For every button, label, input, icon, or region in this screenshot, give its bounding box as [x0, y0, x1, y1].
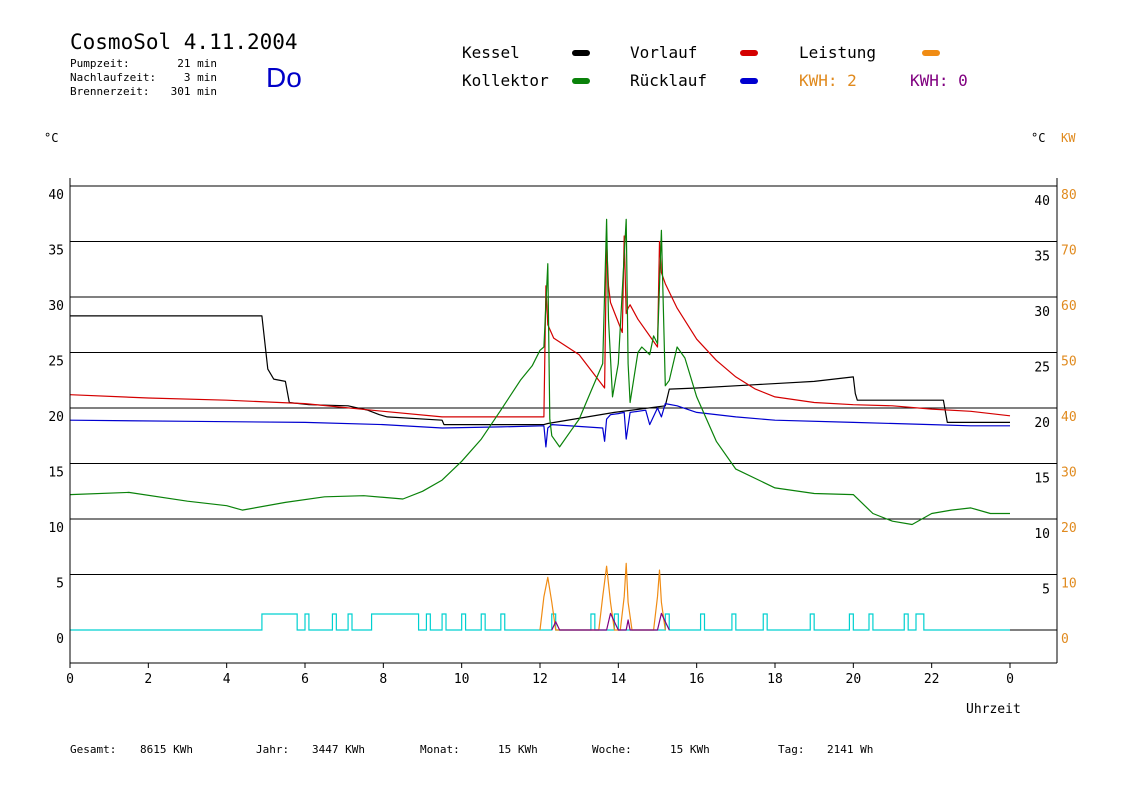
y-tick-label: 15 [48, 466, 64, 481]
footer-gesamt-value: 8615 KWh [140, 743, 193, 756]
info-nachlaufzeit-label: Nachlaufzeit: [70, 71, 157, 84]
series-line-kollektor [69, 218, 1010, 526]
footer-monat-label: Monat: [420, 743, 460, 756]
y-right-tick-label: 30 [1034, 305, 1050, 320]
info-nachlaufzeit-value: 3 min [183, 71, 217, 84]
info-brennerzeit-label: Brennerzeit: [70, 85, 150, 98]
y2-tick-label: 60 [1061, 299, 1077, 314]
x-tick-label: 4 [223, 672, 231, 687]
y2-tick-label: 30 [1061, 466, 1077, 481]
legend-leistung-swatch [922, 50, 940, 56]
series-line-leistung [539, 562, 666, 631]
y2-tick-label: 50 [1061, 355, 1077, 370]
series-layer [69, 218, 1011, 631]
legend-vorlauf-label: Vorlauf [630, 43, 698, 62]
y-right-tick-label: 40 [1034, 194, 1050, 209]
series-line-vorlauf [69, 235, 1011, 418]
left-axis-unit: °C [44, 131, 59, 145]
x-tick-label: 18 [767, 672, 783, 687]
y2-tick-label: 10 [1061, 577, 1077, 592]
tick-labels: 0 2 4 6 8 10 12 14 16 18 20 22 0 0 5 10 15 20 25 30 35 40 5 10 1… [48, 188, 1076, 687]
x-tick-label: 0 [1006, 672, 1014, 687]
x-tick-label: 14 [611, 672, 627, 687]
footer-jahr-label: Jahr: [256, 743, 290, 756]
info-pumpzeit-value: 21 min [177, 57, 217, 70]
y-right-tick-label: 35 [1034, 250, 1050, 265]
x-tick-label: 6 [301, 672, 309, 687]
footer-woche-label: Woche: [592, 743, 632, 756]
legend-kollektor-label: Kollektor [462, 71, 549, 90]
x-tick-label: 0 [66, 672, 74, 687]
footer-tag-label: Tag: [778, 743, 805, 756]
y-right-tick-label: 15 [1034, 472, 1050, 487]
y-tick-label: 30 [48, 299, 64, 314]
y-tick-label: 20 [48, 410, 64, 425]
footer-woche-value: 15 KWh [670, 743, 710, 756]
weekday-label: Do [266, 62, 302, 93]
footer-jahr-value: 3447 KWh [312, 743, 365, 756]
x-tick-label: 20 [846, 672, 862, 687]
y2-tick-label: 40 [1061, 410, 1077, 425]
y-right-tick-label: 10 [1034, 527, 1050, 542]
info-brennerzeit-value: 301 min [170, 85, 217, 98]
footer-tag-value: 2141 Wh [827, 743, 874, 756]
info-pumpzeit-label: Pumpzeit: [70, 57, 130, 70]
legend-kwh-total: KWH: 2 [799, 71, 857, 90]
series-line-r-cklauf [69, 403, 1010, 448]
legend-ruecklauf-label: Rücklauf [630, 71, 708, 90]
y-tick-label: 25 [48, 355, 64, 370]
y-right-tick-label: 5 [1042, 583, 1050, 598]
y2-tick-label: 0 [1061, 632, 1069, 647]
right-axis-unit-kw: KW [1061, 131, 1076, 145]
grid-layer [70, 185, 1057, 575]
axes-layer [69, 178, 1058, 668]
y-right-tick-label: 25 [1034, 361, 1050, 376]
y2-tick-label: 20 [1061, 521, 1077, 536]
legend-leistung-label: Leistung [799, 43, 877, 62]
x-tick-label: 12 [532, 672, 548, 687]
legend-kwh-secondary: KWH: 0 [910, 71, 968, 90]
legend-ruecklauf-swatch [740, 78, 758, 84]
x-tick-label: 8 [379, 672, 387, 687]
series-line-kwh-2 [551, 612, 670, 631]
series-line-kessel [70, 315, 1010, 426]
footer-monat-value: 15 KWh [498, 743, 538, 756]
legend-kessel-swatch [572, 50, 590, 56]
legend-vorlauf-swatch [740, 50, 758, 56]
y-tick-label: 10 [48, 521, 64, 536]
y-tick-label: 0 [56, 632, 64, 647]
y-tick-label: 5 [56, 577, 64, 592]
footer-gesamt-label: Gesamt: [70, 743, 117, 756]
x-axis-label: Uhrzeit [966, 702, 1021, 717]
y-tick-label: 40 [48, 188, 64, 203]
x-tick-label: 16 [689, 672, 705, 687]
x-tick-label: 2 [144, 672, 152, 687]
legend-kollektor-swatch [572, 78, 590, 84]
y2-tick-label: 70 [1061, 244, 1077, 259]
pump-layer [70, 613, 1057, 631]
y2-tick-label: 80 [1061, 188, 1077, 203]
x-tick-label: 10 [454, 672, 470, 687]
y-right-tick-label: 20 [1034, 416, 1050, 431]
chart-title: CosmoSol 4.11.2004 [70, 30, 298, 54]
legend-kessel-label: Kessel [462, 43, 520, 62]
x-tick-label: 22 [924, 672, 940, 687]
right-axis-unit-celsius: °C [1031, 131, 1046, 145]
y-tick-label: 35 [48, 244, 64, 259]
